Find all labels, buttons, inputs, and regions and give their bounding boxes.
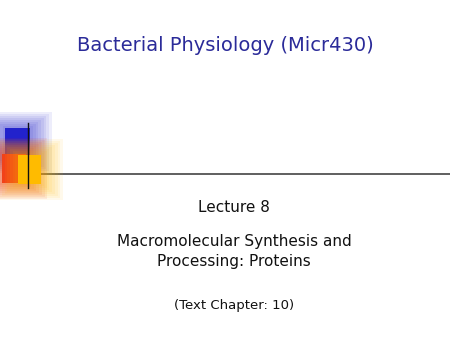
Bar <box>0 120 41 165</box>
Bar <box>0 141 60 198</box>
Bar <box>3 126 33 159</box>
Bar <box>0 150 31 187</box>
Text: Lecture 8: Lecture 8 <box>198 200 270 215</box>
Bar <box>0 114 49 171</box>
Text: Bacterial Physiology (Micr430): Bacterial Physiology (Micr430) <box>76 36 373 55</box>
Text: (Text Chapter: 10): (Text Chapter: 10) <box>174 299 294 312</box>
Bar <box>0 142 42 195</box>
Bar <box>2 154 26 183</box>
Bar <box>5 128 30 157</box>
Bar <box>10 149 49 190</box>
Bar <box>18 155 41 184</box>
Bar <box>0 140 45 197</box>
Bar <box>0 139 63 200</box>
Bar <box>0 122 38 163</box>
Bar <box>13 151 47 188</box>
Bar <box>0 148 34 189</box>
Bar <box>0 112 52 173</box>
Bar <box>0 138 47 199</box>
Bar <box>2 143 58 196</box>
Bar <box>0 146 36 191</box>
Bar <box>0 118 44 167</box>
Bar <box>0 152 28 185</box>
Bar <box>7 147 52 192</box>
Bar <box>0 116 46 169</box>
Bar <box>0 124 36 161</box>
Bar <box>15 153 44 186</box>
Bar <box>0 144 39 193</box>
Text: Macromolecular Synthesis and
Processing: Proteins: Macromolecular Synthesis and Processing:… <box>117 235 351 269</box>
Bar <box>4 145 55 194</box>
